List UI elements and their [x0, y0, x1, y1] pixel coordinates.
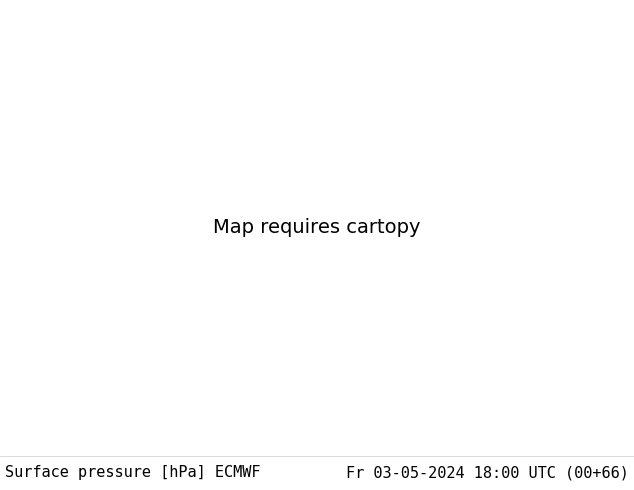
Text: Map requires cartopy: Map requires cartopy: [213, 218, 421, 237]
Text: Surface pressure [hPa] ECMWF: Surface pressure [hPa] ECMWF: [5, 465, 261, 480]
Text: Fr 03-05-2024 18:00 UTC (00+66): Fr 03-05-2024 18:00 UTC (00+66): [346, 465, 629, 480]
